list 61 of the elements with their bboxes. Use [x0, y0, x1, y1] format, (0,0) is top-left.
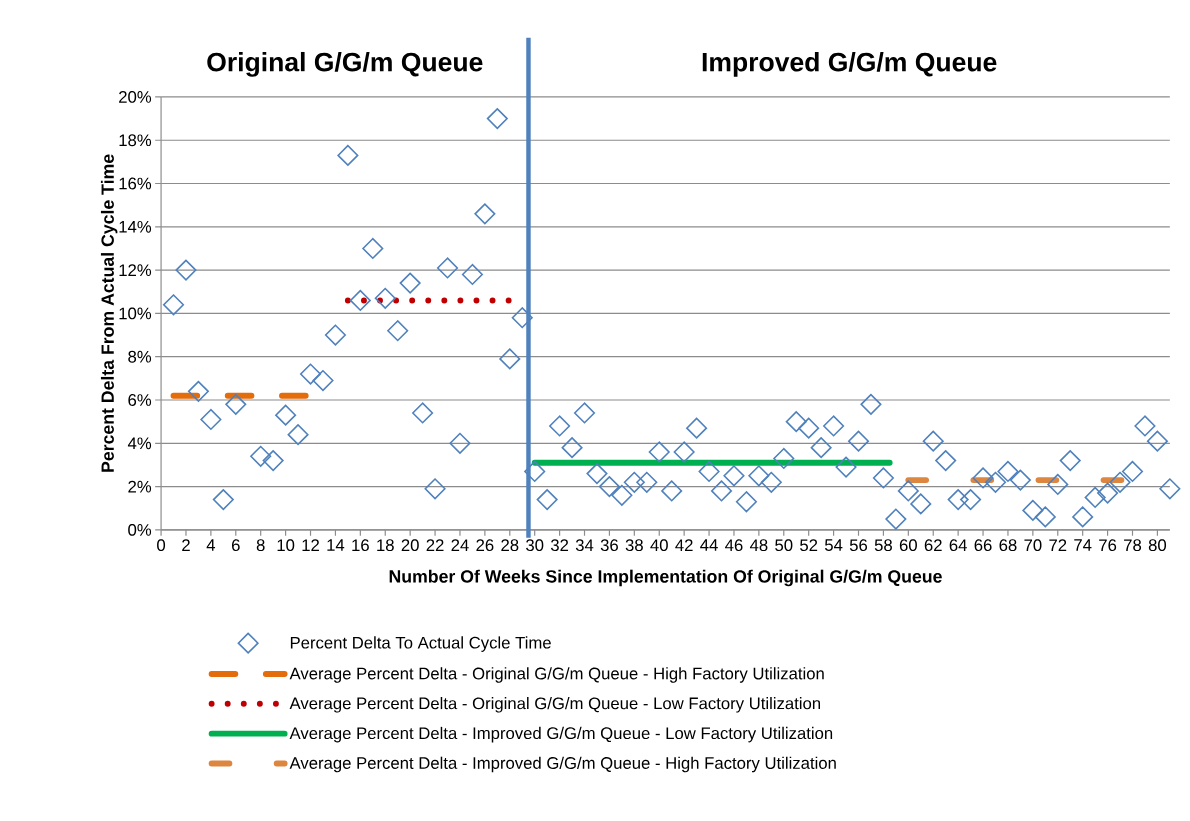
x-tick-label: 0 [157, 539, 166, 552]
x-tick-label: 72 [1049, 539, 1067, 552]
x-tick-label: 12 [302, 539, 319, 552]
text: Original G/G/m Queue [207, 52, 483, 78]
x-tick-label: 60 [899, 539, 917, 552]
x-tick-label: 80 [1148, 539, 1167, 552]
text: Improved G/G/m Queue [702, 52, 997, 77]
x-tick-label: 2 [182, 539, 190, 552]
x-tick-label: 24 [451, 539, 469, 552]
x-tick-label: 70 [1024, 539, 1042, 552]
y-tick-label: 10% [119, 307, 152, 320]
y-tick-label: 6% [128, 394, 152, 407]
x-tick-label: 14 [327, 539, 345, 552]
x-tick-label: 40 [650, 539, 668, 552]
x-axis-title: Number Of Weeks Since Implementation Of Original G/G/m Queue [389, 569, 942, 587]
x-tick-label: 36 [600, 539, 618, 552]
x-tick-label: 28 [501, 539, 519, 552]
y-tick-label: 20% [119, 91, 152, 104]
x-tick-label: 66 [974, 539, 992, 552]
x-tick-label: 48 [749, 539, 768, 552]
x-tick-label: 16 [352, 539, 369, 552]
x-tick-label: 76 [1099, 539, 1117, 552]
x-tick-label: 32 [550, 539, 569, 552]
x-tick-label: 58 [874, 539, 892, 552]
x-tick-label: 10 [277, 539, 295, 552]
y-axis-title: Percent Delta From Actual Cycle Time [100, 154, 118, 473]
legend-label: Average Percent Delta - Improved G/G/m Queue - Low Factory Utilization [289, 727, 833, 743]
x-tick-label: 54 [824, 539, 843, 552]
legend-label: Average Percent Delta - Original G/G/m Queue - High Factory Utilization [289, 667, 824, 683]
x-tick-label: 30 [526, 539, 544, 552]
y-tick-label: 14% [119, 221, 152, 233]
y-tick-label: 8% [128, 351, 152, 363]
x-tick-label: 44 [700, 539, 718, 552]
x-tick-label: 78 [1124, 539, 1142, 552]
x-tick-label: 20 [401, 539, 419, 552]
x-tick-label: 42 [675, 539, 693, 552]
x-tick-label: 74 [1074, 539, 1092, 552]
x-tick-label: 52 [800, 539, 818, 552]
x-tick-label: 50 [775, 539, 793, 552]
x-tick-label: 56 [849, 539, 868, 552]
legend-label: Average Percent Delta - Original G/G/m Queue - Low Factory Utilization [289, 697, 821, 713]
x-tick-label: 38 [625, 539, 643, 552]
x-tick-label: 68 [999, 539, 1017, 552]
y-tick-label: 18% [119, 134, 152, 147]
x-tick-label: 26 [476, 539, 494, 552]
y-tick-label: 16% [119, 177, 152, 190]
legend-label: Average Percent Delta - Improved G/G/m Queue - High Factory Utilization [289, 756, 836, 773]
y-tick-label: 12% [119, 264, 152, 277]
y-tick-label: 4% [127, 437, 152, 450]
x-tick-label: 6 [232, 539, 240, 552]
x-tick-label: 64 [949, 539, 967, 552]
x-tick-label: 34 [575, 539, 594, 552]
legend-label: Percent Delta To Actual Cycle Time [290, 636, 551, 653]
x-tick-label: 62 [924, 539, 942, 552]
x-tick-label: 46 [725, 539, 743, 552]
x-tick-label: 18 [377, 539, 394, 552]
y-tick-label: 0% [128, 524, 152, 537]
y-tick-label: 2% [128, 480, 152, 493]
x-tick-label: 8 [256, 539, 265, 552]
x-tick-label: 4 [206, 539, 216, 552]
x-tick-label: 22 [426, 539, 444, 552]
